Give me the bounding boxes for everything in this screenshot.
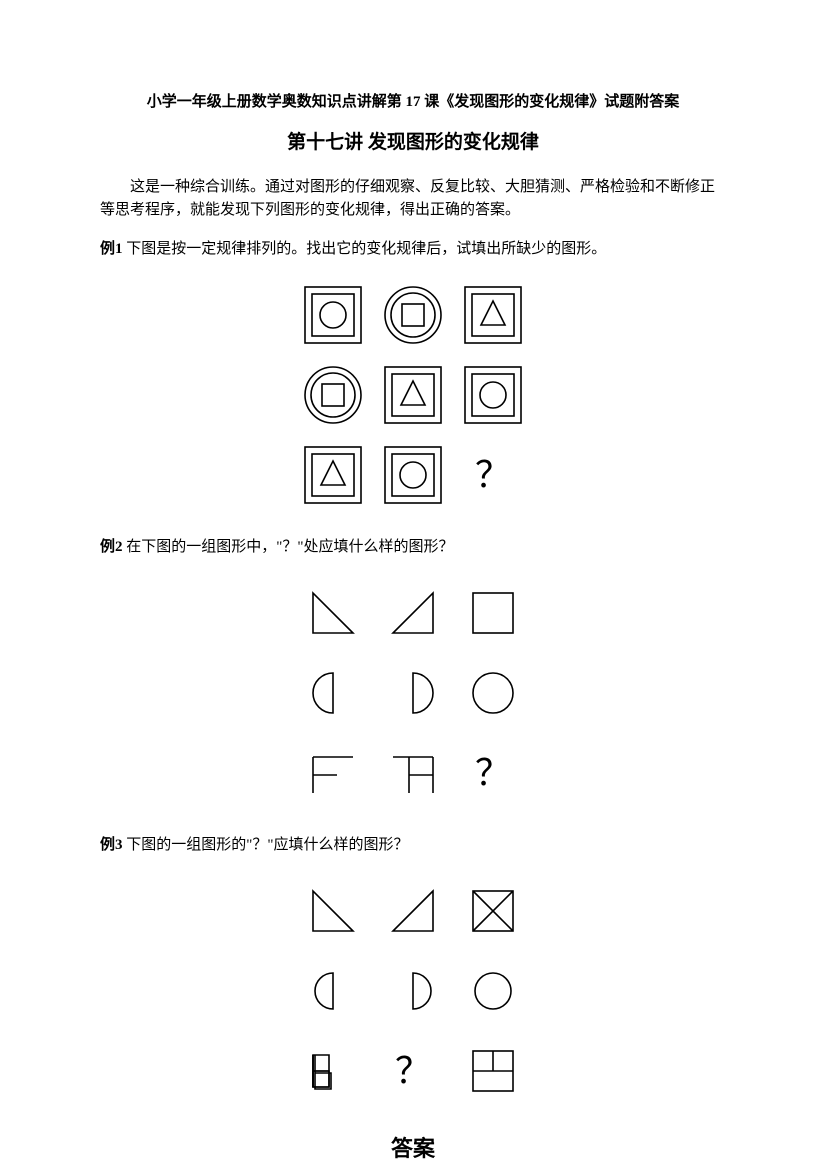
example-3-diagram: ？ — [100, 875, 726, 1107]
e2-cell-3 — [297, 657, 369, 729]
e1-cell-2 — [457, 279, 529, 351]
question-mark-icon: ？ — [475, 745, 511, 803]
e3-cell-2 — [457, 875, 529, 947]
e2-cell-8: ？ — [457, 737, 529, 809]
e1-cell-1 — [377, 279, 449, 351]
e3-cell-3 — [297, 955, 369, 1027]
document-title: 小学一年级上册数学奥数知识点讲解第 17 课《发现图形的变化规律》试题附答案 — [100, 90, 726, 114]
e3-cell-1 — [377, 875, 449, 947]
example-3: 例3 下图的一组图形的"？"应填什么样的图形？ — [100, 833, 726, 857]
question-mark-icon: ？ — [475, 447, 511, 505]
example-2-grid: ？ — [297, 577, 529, 809]
e2-cell-5 — [457, 657, 529, 729]
example-2-text: 在下图的一组图形中，"？"处应填什么样的图形？ — [126, 539, 453, 555]
e2-cell-2 — [457, 577, 529, 649]
e3-cell-8 — [457, 1035, 529, 1107]
example-1: 例1 下图是按一定规律排列的。找出它的变化规律后，试填出所缺少的图形。 — [100, 237, 726, 261]
example-2-label: 例2 — [100, 539, 123, 555]
e3-cell-5 — [457, 955, 529, 1027]
lesson-title: 第十七讲 发现图形的变化规律 — [100, 128, 726, 158]
example-1-label: 例1 — [100, 241, 123, 257]
e1-cell-8: ？ — [457, 439, 529, 511]
intro-paragraph: 这是一种综合训练。通过对图形的仔细观察、反复比较、大胆猜测、严格检验和不断修正等… — [100, 176, 726, 221]
e3-cell-0 — [297, 875, 369, 947]
example-3-grid: ？ — [297, 875, 529, 1107]
example-1-grid: ？ — [297, 279, 529, 511]
e1-cell-7 — [377, 439, 449, 511]
e3-cell-7: ？ — [377, 1035, 449, 1107]
e3-cell-6 — [297, 1035, 369, 1107]
example-1-diagram: ？ — [100, 279, 726, 511]
question-mark-icon: ？ — [395, 1043, 431, 1101]
e1-cell-3 — [297, 359, 369, 431]
example-3-text: 下图的一组图形的"？"应填什么样的图形？ — [126, 837, 408, 853]
e2-cell-4 — [377, 657, 449, 729]
e2-cell-6 — [297, 737, 369, 809]
e3-cell-4 — [377, 955, 449, 1027]
example-3-label: 例3 — [100, 837, 123, 853]
e2-cell-7 — [377, 737, 449, 809]
e1-cell-5 — [457, 359, 529, 431]
e2-cell-0 — [297, 577, 369, 649]
example-2: 例2 在下图的一组图形中，"？"处应填什么样的图形？ — [100, 535, 726, 559]
e2-cell-1 — [377, 577, 449, 649]
e1-cell-6 — [297, 439, 369, 511]
example-2-diagram: ？ — [100, 577, 726, 809]
answer-title: 答案 — [100, 1131, 726, 1166]
example-1-text: 下图是按一定规律排列的。找出它的变化规律后，试填出所缺少的图形。 — [126, 241, 606, 257]
e1-cell-4 — [377, 359, 449, 431]
e1-cell-0 — [297, 279, 369, 351]
